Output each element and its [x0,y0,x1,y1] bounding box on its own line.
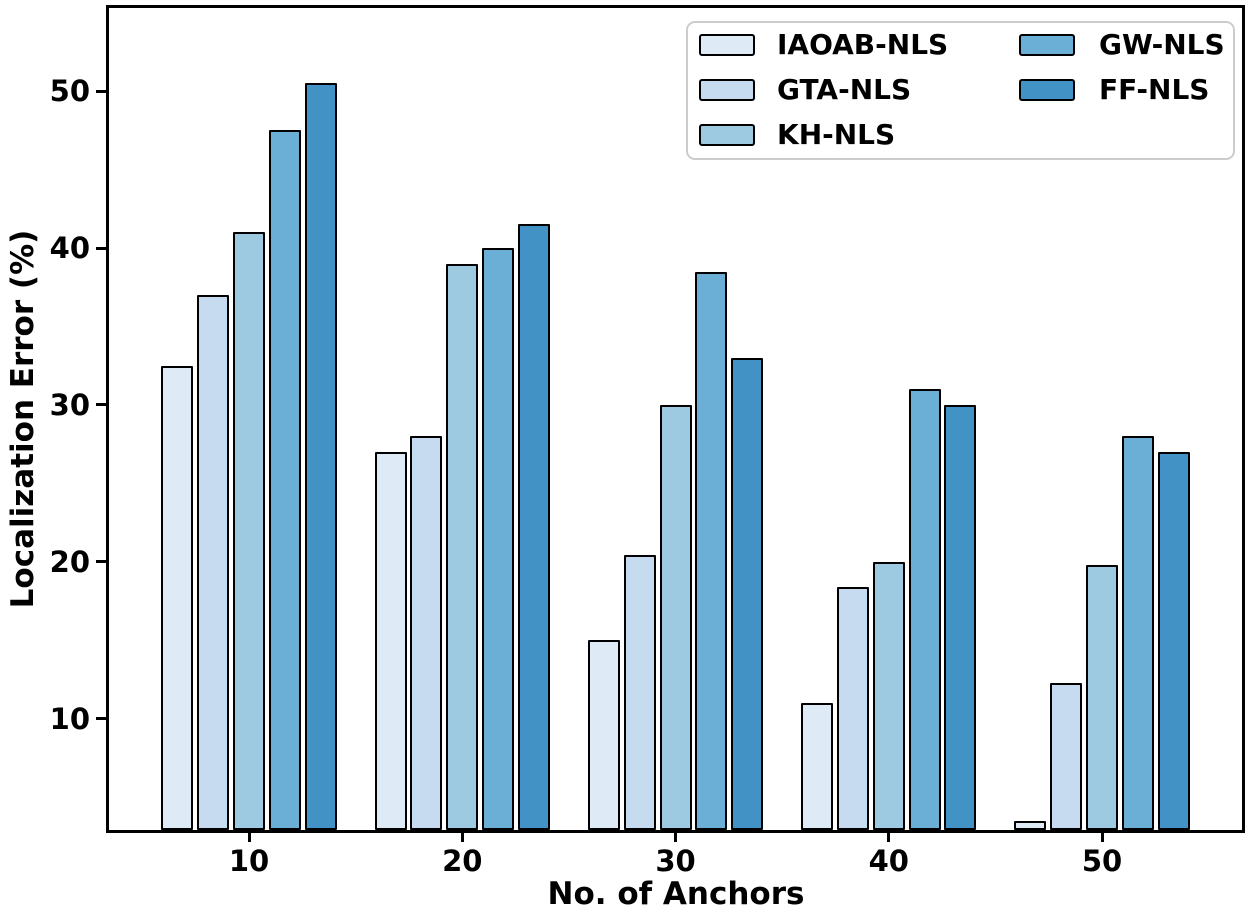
legend-label-FF-NLS: FF-NLS [1099,73,1210,106]
legend-swatch-GTA-NLS [699,79,755,101]
bar-GW-NLS-10 [268,130,301,830]
legend-swatch-FF-NLS [1019,79,1075,101]
bar-KH-NLS-10 [233,232,265,830]
bar-GW-NLS-20 [482,248,515,830]
bar-FF-NLS-40 [944,404,977,830]
bar-GW-NLS-30 [695,271,728,830]
x-tick-label-30: 30 [655,844,696,878]
x-tick-40 [887,832,891,842]
x-tick-20 [460,832,464,842]
bar-FF-NLS-50 [1157,451,1190,830]
y-tick-50 [96,89,106,93]
plot-frame [106,5,1245,833]
bar-IAOAB-NLS-30 [587,640,620,830]
bar-GTA-NLS-10 [197,295,230,830]
legend-label-GW-NLS: GW-NLS [1099,28,1225,61]
y-tick-10 [96,717,106,721]
y-tick-20 [96,560,106,564]
bar-GW-NLS-40 [908,389,941,830]
legend-label-IAOAB-NLS: IAOAB-NLS [777,28,949,61]
x-tick-label-40: 40 [868,844,909,878]
legend-swatch-KH-NLS [699,124,755,146]
bar-KH-NLS-40 [872,561,905,830]
y-tick-label-10: 10 [49,701,90,736]
bar-IAOAB-NLS-20 [374,451,407,830]
x-tick-10 [247,832,251,842]
bar-FF-NLS-20 [517,224,550,830]
bar-GTA-NLS-40 [836,586,869,830]
x-tick-label-50: 50 [1081,844,1123,878]
legend-label-GTA-NLS: GTA-NLS [777,73,912,106]
x-tick-30 [674,832,677,842]
y-tick-40 [96,246,106,250]
bar-FF-NLS-30 [731,357,764,830]
bar-IAOAB-NLS-10 [161,365,194,830]
bar-GTA-NLS-50 [1050,682,1083,830]
bar-GW-NLS-50 [1121,436,1154,830]
x-tick-label-10: 10 [228,844,270,878]
y-tick-label-20: 20 [49,544,90,579]
bar-KH-NLS-20 [446,263,479,830]
bar-IAOAB-NLS-50 [1014,820,1047,830]
x-tick-label-20: 20 [442,844,483,878]
y-tick-label-40: 40 [49,231,90,265]
bar-GTA-NLS-30 [623,555,656,830]
y-tick-label-30: 30 [49,387,90,422]
x-tick-50 [1100,832,1104,842]
bar-FF-NLS-10 [304,83,337,830]
bar-KH-NLS-30 [659,404,692,830]
bar-KH-NLS-50 [1086,564,1118,830]
bar-IAOAB-NLS-40 [801,702,834,830]
y-tick-label-50: 50 [49,74,90,109]
legend-label-KH-NLS: KH-NLS [777,118,896,151]
y-tick-30 [96,403,106,407]
y-axis-label: Localization Error (%) [5,229,41,609]
legend-swatch-IAOAB-NLS [699,34,755,56]
x-axis-label: No. of Anchors [547,876,805,912]
bar-GTA-NLS-20 [410,436,443,830]
legend: IAOAB-NLS GTA-NLS KH-NLS GW-NLS FF-NLS [686,21,1235,160]
legend-swatch-GW-NLS [1019,34,1075,56]
